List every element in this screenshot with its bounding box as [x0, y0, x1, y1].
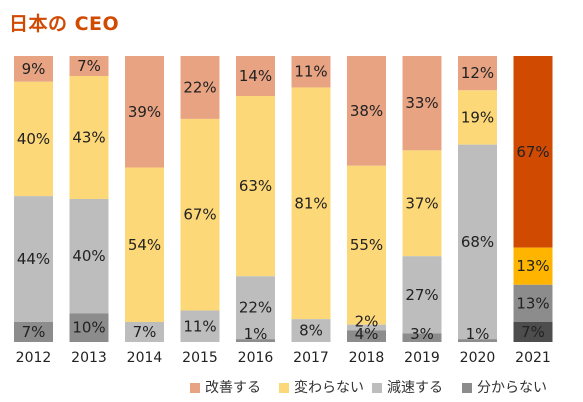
legend-label-1: 変わらない — [294, 379, 364, 396]
bar-segment-2013-s2 — [69, 199, 109, 314]
x-tick-2013: 2013 — [71, 350, 107, 366]
bar-segment-2016-s3 — [236, 339, 275, 342]
data-label-2013-s3: 10% — [72, 319, 105, 337]
bar-segment-2013-s0 — [69, 56, 109, 77]
data-label-2017-s1: 81% — [294, 194, 327, 212]
bar-segment-2015-s2 — [180, 310, 220, 342]
data-label-2015-s2: 11% — [183, 317, 216, 335]
data-label-2019-s0: 33% — [405, 94, 438, 112]
data-label-2018-s0: 38% — [350, 102, 383, 120]
legend-swatch-1 — [279, 383, 289, 393]
legend-label-3: 分からない — [477, 380, 547, 396]
x-tick-2019: 2019 — [404, 350, 440, 366]
bar-segment-2017-s1 — [291, 87, 331, 320]
data-label-2016-s2: 22% — [239, 299, 272, 317]
bar-segment-2015-s0 — [180, 56, 220, 119]
bar-segment-2017-s0 — [291, 56, 331, 88]
data-label-2014-s2: 7% — [133, 323, 157, 341]
data-label-2017-s2: 8% — [299, 322, 323, 340]
data-label-2020-s0: 12% — [461, 64, 494, 82]
data-label-2018-s2: 2% — [355, 313, 379, 331]
segment-labels-group: 9% 40% 44% 7% 7% 43% 40% 10% 39% 54% 7% 22% 67% 11% 14… — [17, 57, 550, 343]
x-tick-2016: 2016 — [238, 350, 274, 366]
bar-segment-2019-s0 — [402, 56, 442, 151]
data-label-2016-s0: 14% — [239, 67, 272, 85]
data-label-2016-s1: 63% — [239, 177, 272, 195]
bar-segment-2012-s3 — [14, 321, 53, 342]
x-tick-2020: 2020 — [460, 350, 496, 366]
bar-segment-2018-s0 — [347, 56, 386, 166]
bar-segment-2020-s2 — [458, 144, 497, 340]
data-label-2014-s1: 54% — [128, 236, 161, 254]
bar-segment-2014-s0 — [125, 56, 164, 168]
bar-segment-2013-s1 — [69, 76, 109, 199]
bar-segment-2016-s2 — [236, 276, 275, 340]
data-label-2018-s1: 55% — [350, 236, 383, 254]
bar-segment-2020-s3 — [458, 339, 497, 342]
data-label-2013-s2: 40% — [72, 247, 105, 265]
data-label-2012-s2: 44% — [17, 250, 50, 268]
bar-segment-2019-s1 — [402, 150, 442, 257]
data-label-2020-s2: 68% — [461, 233, 494, 251]
data-label-2020-s1: 19% — [461, 108, 494, 126]
bar-segment-2015-s1 — [180, 118, 220, 311]
data-label-2015-s0: 22% — [183, 78, 216, 96]
bar-segment-2021-s1 — [513, 247, 553, 285]
data-label-2013-s0: 7% — [77, 57, 101, 75]
bar-segment-2017-s2 — [291, 319, 331, 342]
legend-swatch-0 — [190, 383, 200, 393]
x-tick-2018: 2018 — [349, 350, 385, 366]
data-label-2017-s0: 11% — [294, 63, 327, 81]
bar-segment-2018-s1 — [347, 165, 386, 325]
data-label-2021-s3: 7% — [521, 323, 545, 341]
bar-segment-2021-s2 — [513, 284, 553, 322]
data-label-2015-s1: 67% — [183, 206, 216, 224]
legend: 改善する 変わらない 減速する 分からない — [190, 379, 547, 396]
bar-segment-2012-s1 — [14, 81, 53, 197]
data-label-2012-s3: 7% — [22, 323, 46, 341]
bar-segment-2019-s2 — [402, 256, 442, 334]
bar-segment-2020-s0 — [458, 56, 497, 91]
chart-title: 日本の CEO — [9, 13, 120, 35]
data-label-2020-s3: 1% — [466, 325, 490, 343]
data-label-2016-s3: 1% — [244, 325, 268, 343]
x-tick-2021: 2021 — [515, 350, 551, 366]
bar-segment-2018-s2 — [347, 324, 386, 331]
x-tick-2015: 2015 — [182, 350, 218, 366]
bar-segment-2019-s3 — [402, 333, 442, 342]
bars-group — [14, 56, 553, 342]
x-tick-2017: 2017 — [293, 350, 329, 366]
bar-segment-2021-s3 — [513, 321, 553, 342]
data-label-2019-s3: 3% — [410, 325, 434, 343]
bar-segment-2013-s3 — [69, 313, 109, 342]
legend-swatch-3 — [462, 383, 472, 393]
legend-swatch-2 — [372, 383, 382, 393]
data-label-2013-s1: 43% — [72, 129, 105, 147]
bar-segment-2016-s1 — [236, 96, 275, 277]
data-label-2021-s1: 13% — [516, 257, 549, 275]
data-label-2012-s0: 9% — [22, 60, 46, 78]
x-tick-2014: 2014 — [127, 350, 163, 366]
bar-segment-2016-s0 — [236, 56, 275, 97]
data-label-2019-s2: 27% — [405, 286, 438, 304]
bar-segment-2018-s3 — [347, 330, 386, 342]
data-label-2014-s0: 39% — [128, 103, 161, 121]
x-tick-2012: 2012 — [16, 350, 52, 366]
data-label-2021-s0: 67% — [516, 143, 549, 161]
bar-segment-2014-s2 — [125, 321, 164, 342]
data-label-2012-s1: 40% — [17, 130, 50, 148]
bar-segment-2020-s1 — [458, 90, 497, 145]
data-label-2021-s2: 13% — [516, 294, 549, 312]
bar-segment-2021-s0 — [513, 56, 553, 248]
legend-label-0: 改善する — [205, 380, 261, 396]
bar-segment-2014-s1 — [125, 167, 164, 322]
bar-segment-2012-s2 — [14, 196, 53, 322]
data-label-2019-s1: 37% — [405, 194, 438, 212]
legend-label-2: 減速する — [387, 379, 443, 396]
data-label-2018-s3: 4% — [355, 325, 379, 343]
x-axis-tick-labels: 2012 2013 2014 2015 2016 2017 2018 2019 2020 2021 — [16, 350, 551, 366]
bar-segment-2012-s0 — [14, 56, 53, 82]
